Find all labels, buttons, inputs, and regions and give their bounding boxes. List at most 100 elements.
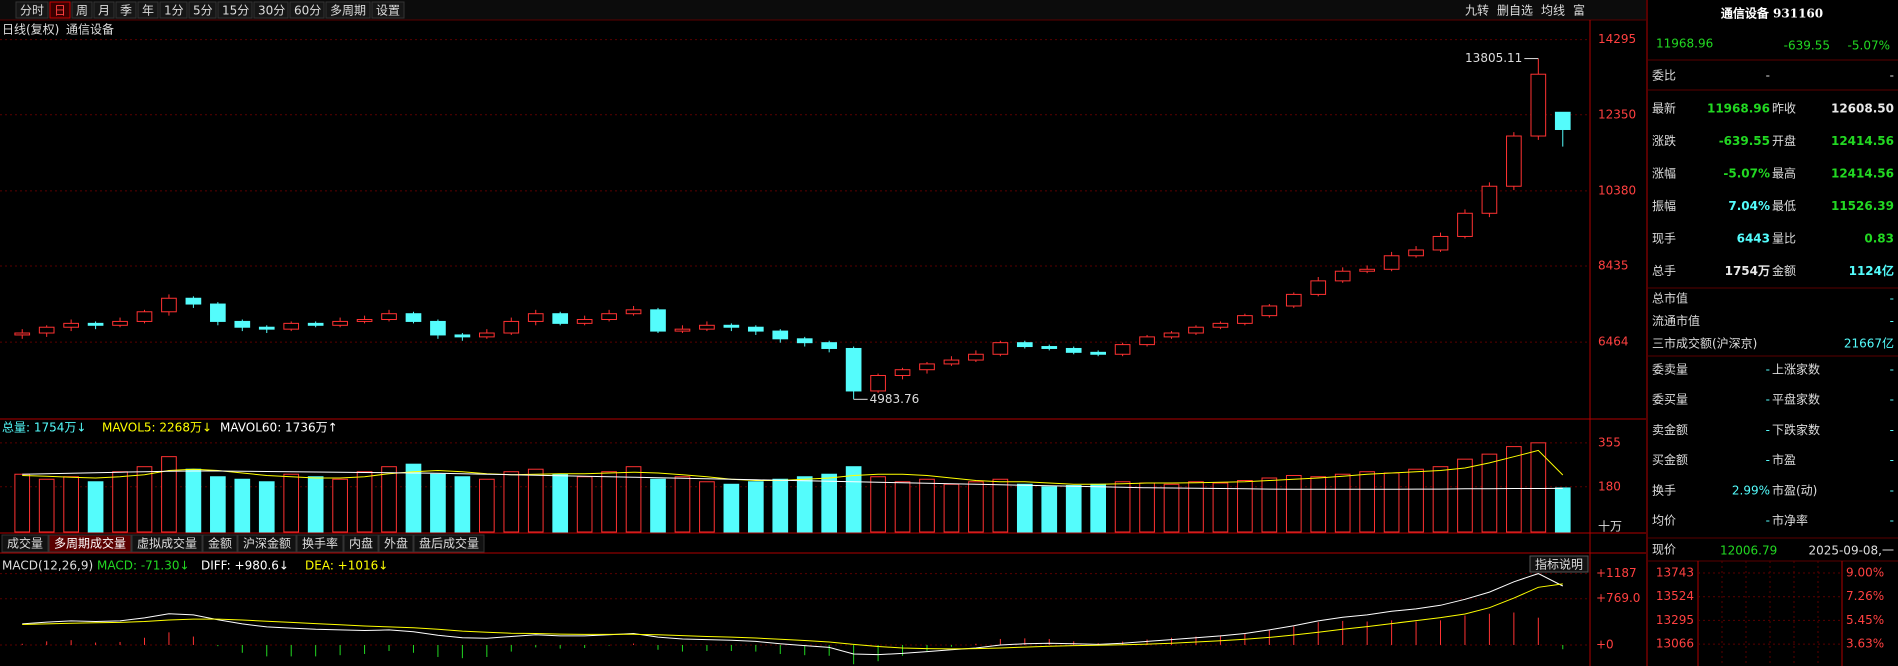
- volume-bar: [1212, 482, 1229, 533]
- tool-button-bg[interactable]: [217, 1, 253, 19]
- candle-body: [1237, 315, 1253, 324]
- candle-body: [1163, 332, 1180, 338]
- tab[interactable]: 虚拟成交量: [137, 536, 197, 551]
- tab-bg[interactable]: [48, 534, 132, 553]
- tool-button[interactable]: 周: [76, 4, 88, 18]
- mini-pct: 3.63%: [1846, 637, 1884, 651]
- candle-body: [1408, 249, 1424, 257]
- row-label: 流通市值: [1652, 313, 1700, 328]
- y-tick-label: 6464: [1598, 335, 1629, 349]
- tool-button[interactable]: 日: [54, 4, 66, 18]
- candle-body: [258, 326, 275, 330]
- row-label: 涨幅: [1652, 166, 1676, 181]
- tab[interactable]: 多周期成交量: [54, 536, 126, 551]
- tab-bg[interactable]: [343, 534, 379, 553]
- tab[interactable]: 盘后成交量: [419, 536, 479, 551]
- candle-body: [332, 320, 348, 326]
- tool-button[interactable]: 设置: [376, 4, 400, 18]
- volume-bar: [63, 476, 79, 533]
- candle-body: [38, 326, 55, 334]
- row-label: 开盘: [1772, 133, 1796, 148]
- row-label: 振幅: [1652, 198, 1676, 213]
- volume-bar: [1383, 472, 1400, 533]
- tool-button-bg[interactable]: [71, 1, 93, 19]
- y-tick-label: 180: [1598, 479, 1621, 493]
- tool-button[interactable]: 删自选: [1497, 4, 1533, 18]
- tab-bg[interactable]: [202, 534, 238, 553]
- tool-button[interactable]: 年: [142, 4, 154, 18]
- candle-body: [845, 347, 862, 392]
- legend-item: MAVOL5: 2268万↓: [102, 421, 212, 435]
- candle-body: [1530, 73, 1547, 137]
- row-value: -: [1766, 423, 1770, 437]
- tool-button[interactable]: 分时: [20, 4, 44, 18]
- volume-bar: [1530, 442, 1547, 533]
- candle-body: [1285, 293, 1302, 307]
- tool-button-bg[interactable]: [137, 1, 159, 19]
- tool-button-bg[interactable]: [289, 1, 325, 19]
- tool-button[interactable]: 5分: [193, 4, 213, 18]
- candle-body: [1457, 212, 1473, 237]
- candle-body: [821, 342, 838, 349]
- tab[interactable]: 内盘: [349, 536, 373, 551]
- tool-button[interactable]: 60分: [294, 4, 321, 18]
- axis-unit: 十万: [1598, 520, 1622, 534]
- row-label: 平盘家数: [1772, 392, 1820, 407]
- volume-bar: [430, 473, 446, 533]
- tool-button[interactable]: 富: [1573, 3, 1585, 18]
- tool-button-bg[interactable]: [253, 1, 289, 19]
- tool-button[interactable]: 均线: [1541, 4, 1565, 18]
- tab-bg[interactable]: [413, 534, 485, 553]
- candle-body: [1065, 347, 1082, 353]
- row-label: 下跌家数: [1772, 422, 1820, 437]
- button-bg[interactable]: [1529, 555, 1589, 573]
- diff-line: [22, 573, 1564, 656]
- tab[interactable]: 金额: [208, 536, 232, 551]
- candle-body: [479, 332, 495, 338]
- tool-button[interactable]: 30分: [258, 4, 285, 18]
- tab-bg[interactable]: [296, 534, 344, 553]
- volume-bar: [161, 456, 177, 533]
- row-value: -: [1890, 393, 1894, 407]
- tool-button-bg[interactable]: [159, 1, 188, 19]
- tool-button-bg[interactable]: [93, 1, 115, 19]
- tool-button[interactable]: 季: [120, 4, 132, 18]
- volume-bar: [1285, 474, 1302, 533]
- tab-bg[interactable]: [378, 534, 414, 553]
- candle-body: [870, 375, 886, 392]
- ma-line: [22, 449, 1564, 485]
- tab-bg[interactable]: [131, 534, 203, 553]
- tab[interactable]: 成交量: [7, 536, 43, 551]
- tool-button-bg[interactable]: [15, 1, 49, 19]
- tab-bg[interactable]: [1, 534, 49, 553]
- tool-button-bg[interactable]: [115, 1, 137, 19]
- button[interactable]: 指标说明: [1535, 557, 1583, 572]
- row-label: 委卖量: [1652, 363, 1688, 377]
- candle-body: [307, 322, 324, 326]
- row-label: 均价: [1652, 514, 1676, 528]
- tool-button[interactable]: 1分: [164, 4, 184, 18]
- tab-bg[interactable]: [237, 534, 297, 553]
- tool-button[interactable]: 九转: [1465, 3, 1489, 18]
- row-label: 最高: [1772, 166, 1796, 181]
- tool-button[interactable]: 月: [98, 4, 110, 18]
- candle-body: [576, 319, 593, 324]
- tool-button-bg[interactable]: [49, 1, 71, 19]
- candle-body: [894, 369, 911, 377]
- tab[interactable]: 换手率: [302, 536, 338, 551]
- tool-button-bg[interactable]: [371, 1, 405, 19]
- tool-button-bg[interactable]: [325, 1, 371, 19]
- tool-button[interactable]: 15分: [222, 4, 249, 18]
- tool-button-bg[interactable]: [188, 1, 217, 19]
- candle-body: [1506, 135, 1522, 187]
- row-value: 0.83: [1864, 232, 1894, 246]
- tab[interactable]: 沪深金额: [243, 536, 291, 551]
- tool-button[interactable]: 多周期: [330, 4, 366, 18]
- volume-bar: [1163, 483, 1180, 533]
- row-value: -: [1890, 69, 1894, 83]
- mini-price: 13066: [1656, 637, 1694, 651]
- legend-item: DIFF: +980.6↓: [201, 559, 289, 573]
- tab[interactable]: 外盘: [384, 536, 408, 551]
- candle-body: [63, 322, 79, 328]
- row-label: 买金额: [1652, 452, 1688, 467]
